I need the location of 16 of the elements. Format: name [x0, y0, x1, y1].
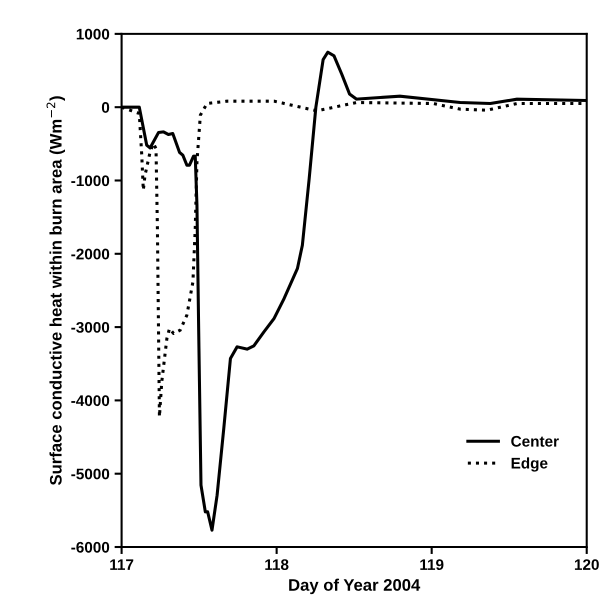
x-tick-label: 118 [265, 559, 288, 570]
legend-label: Center [511, 436, 559, 447]
x-axis-title: Day of Year 2004 [289, 578, 420, 594]
legend-label: Edge [512, 457, 548, 472]
y-tick-label: 1000 [76, 28, 110, 40]
y-tick-label: -6000 [71, 542, 110, 553]
y-tick-label: -2000 [71, 248, 110, 260]
y-axis-title: Surface conductive heat within burn area (Wm$^{−2}$) [46, 96, 65, 486]
y-tick-label: -3000 [71, 322, 110, 333]
x-tick-label: 117 [110, 559, 134, 570]
y-tick-label: 0 [102, 102, 110, 113]
y-tick-label: -5000 [71, 468, 110, 480]
x-tick-label: 119 [420, 559, 444, 570]
y-tick-label: -4000 [71, 395, 110, 406]
y-tick-label: -1000 [71, 175, 110, 186]
x-tick-label: 120 [574, 559, 599, 570]
